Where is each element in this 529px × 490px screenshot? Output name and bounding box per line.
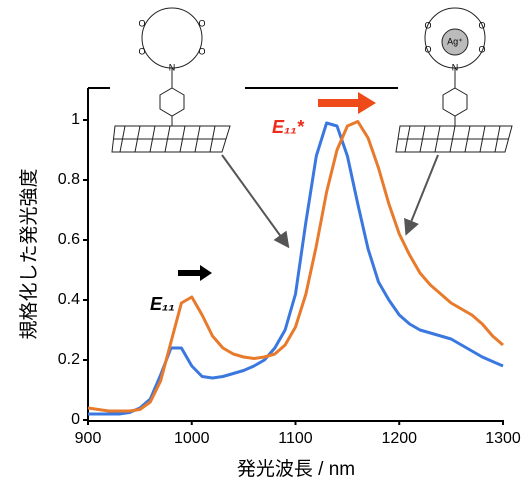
molecule-left bbox=[112, 8, 230, 152]
y-axis-title: 規格化した発光強度 bbox=[18, 168, 40, 339]
atom-label: N bbox=[169, 62, 176, 72]
y-tick-label: 0.6 bbox=[58, 231, 80, 248]
y-tick-label: 0.4 bbox=[58, 291, 80, 308]
annotation: E₁₁* bbox=[272, 117, 305, 137]
y-tick-label: 0 bbox=[71, 411, 80, 428]
atom-label: Ag⁺ bbox=[447, 36, 463, 46]
atom-label: O bbox=[138, 18, 145, 28]
x-tick-label: 1100 bbox=[278, 430, 313, 447]
series-line bbox=[88, 122, 503, 412]
x-axis-title: 発光波長 / nm bbox=[237, 458, 355, 480]
x-tick-label: 1000 bbox=[174, 430, 210, 447]
atom-label: O bbox=[478, 20, 485, 30]
annotation: E₁₁ bbox=[150, 294, 175, 314]
y-tick-label: 0.2 bbox=[58, 351, 80, 368]
atom-label: O bbox=[138, 46, 145, 56]
atom-label: O bbox=[424, 44, 431, 54]
atom-label: N bbox=[452, 62, 459, 72]
atom-labels-left: O O O O N bbox=[138, 18, 205, 72]
atom-label: O bbox=[478, 44, 485, 54]
atom-label: O bbox=[424, 20, 431, 30]
x-tick-label: 1200 bbox=[381, 430, 417, 447]
x-tick-label: 1300 bbox=[485, 430, 521, 447]
atom-label: O bbox=[198, 18, 205, 28]
y-tick-label: 0.8 bbox=[58, 171, 80, 188]
frame bbox=[87, 88, 504, 421]
y-tick-label: 1 bbox=[71, 111, 80, 128]
arrows bbox=[178, 92, 438, 281]
molecule-right bbox=[396, 8, 512, 152]
x-tick-label: 900 bbox=[75, 430, 102, 447]
atom-label: O bbox=[198, 46, 205, 56]
series-line bbox=[88, 123, 503, 414]
chart: O O O O N O O O O N Ag⁺ E₁₁ E₁₁* 発光波長 / … bbox=[0, 0, 529, 490]
